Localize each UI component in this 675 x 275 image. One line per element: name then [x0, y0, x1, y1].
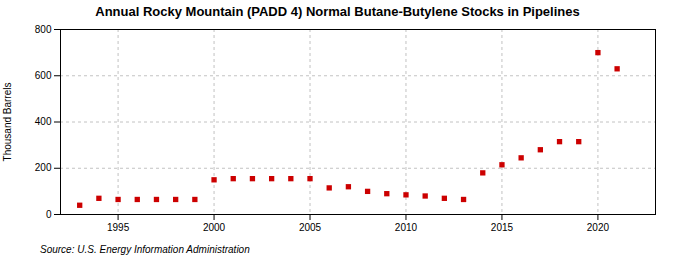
- html-text:Source: U.S. Energy Informatio: Source: U.S. Energy Information Administ…: [40, 244, 250, 255]
- svg-text:2015: 2015: [491, 222, 514, 233]
- svg-text:600: 600: [35, 70, 52, 81]
- svg-text:Thousand Barrels: Thousand Barrels: [2, 83, 13, 162]
- html-text:Annual Rocky Mountain (PADD 4): Annual Rocky Mountain (PADD 4) Normal Bu…: [95, 4, 580, 19]
- svg-text:2000: 2000: [203, 222, 226, 233]
- svg-text:2010: 2010: [395, 222, 418, 233]
- svg-text:0: 0: [46, 209, 52, 220]
- svg-text:1995: 1995: [107, 222, 130, 233]
- svg-text:400: 400: [35, 116, 52, 127]
- svg-text:2005: 2005: [299, 222, 322, 233]
- svg-text:2020: 2020: [587, 222, 610, 233]
- svg-text:200: 200: [35, 162, 52, 173]
- svg-text:800: 800: [35, 24, 52, 35]
